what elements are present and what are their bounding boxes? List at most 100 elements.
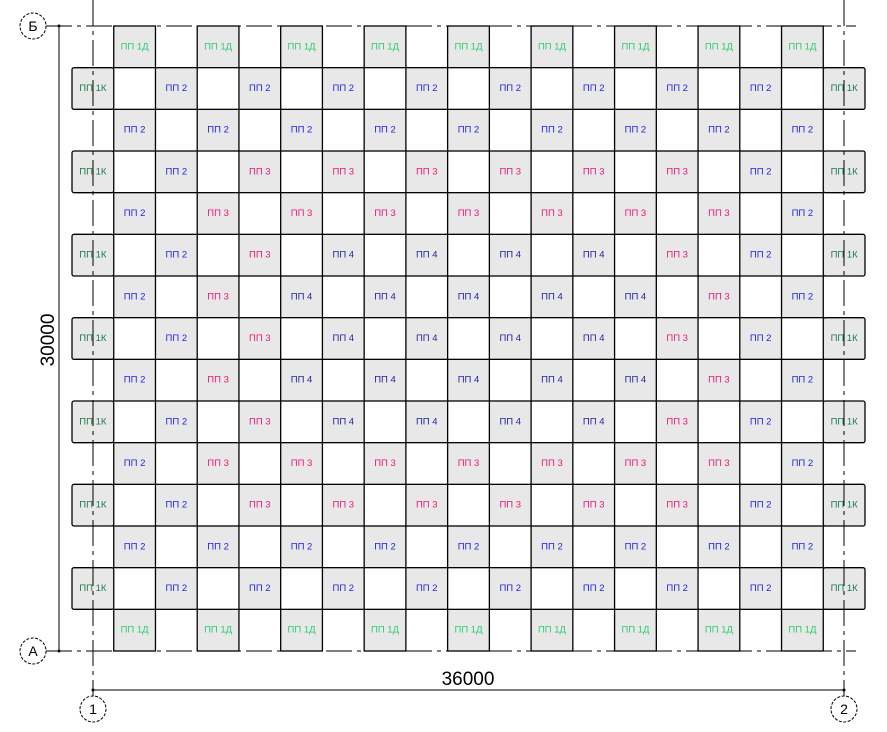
slab-panel-rect xyxy=(363,275,407,319)
slab-panel-rect xyxy=(530,25,574,69)
slab-panel: ПП 2 xyxy=(280,108,324,152)
slab-panel-label: ПП 1Д xyxy=(121,625,150,636)
slab-panel-label: ПП 4 xyxy=(499,416,521,427)
slab-panel: ПП 3 xyxy=(488,483,532,527)
slab-panel: ПП 3 xyxy=(697,442,741,485)
slab-panel-label: ПП 2 xyxy=(166,166,188,177)
slab-panel-rect xyxy=(280,108,324,152)
slab-panel-label: ПП 4 xyxy=(416,250,438,261)
slab-panel-label: ПП 3 xyxy=(249,333,271,344)
slab-panel-rect xyxy=(280,192,324,235)
slab-panel-label: ПП 2 xyxy=(541,541,563,552)
slab-panel-label: ПП 3 xyxy=(207,458,229,469)
slab-panel-rect xyxy=(280,358,324,402)
slab-panel: ПП 1Д xyxy=(530,608,574,652)
slab-panel-label: ПП 1Д xyxy=(121,41,150,52)
slab-panel-label: ПП 1Д xyxy=(538,625,567,636)
dimension-tick xyxy=(57,649,61,653)
slab-panel: ПП 2 xyxy=(238,567,282,610)
slab-panel-label: ПП 4 xyxy=(541,291,563,302)
slab-panel-label: ПП 3 xyxy=(374,208,396,219)
slab-panel-label: ПП 3 xyxy=(499,500,521,511)
slab-panel-rect xyxy=(363,525,407,569)
slab-panel: ПП 2 xyxy=(154,567,198,610)
dimension-tick xyxy=(842,688,846,692)
axis-bubble-1: 1 xyxy=(79,695,107,723)
slab-panel-label: ПП 2 xyxy=(666,83,688,94)
slab-panel-label: ПП 3 xyxy=(708,208,730,219)
slab-panel: ПП 2 xyxy=(363,525,407,569)
slab-panel: ПП 3 xyxy=(238,233,282,277)
dimension-tick xyxy=(91,688,95,692)
slab-panel: ПП 2 xyxy=(780,108,824,152)
slab-panel: ПП 2 xyxy=(530,525,574,569)
slab-panel-label: ПП 2 xyxy=(207,541,229,552)
slab-panel: ПП 2 xyxy=(530,108,574,152)
slab-panel: ПП 3 xyxy=(613,192,657,235)
slab-panel-label: ПП 1Д xyxy=(454,41,483,52)
slab-panel: ПП 3 xyxy=(697,275,741,319)
slab-panel: ПП 1Д xyxy=(613,25,657,69)
slab-panel: ПП 2 xyxy=(113,525,157,569)
slab-panel-label: ПП 2 xyxy=(124,458,146,469)
slab-panel-rect xyxy=(488,317,532,360)
slab-panel: ПП 3 xyxy=(655,150,699,194)
slab-panel-rect xyxy=(780,275,824,319)
slab-panel: ПП 4 xyxy=(488,400,532,444)
slab-panel-rect xyxy=(154,233,198,277)
slab-panel-label: ПП 3 xyxy=(291,208,313,219)
slab-panel-label: ПП 2 xyxy=(666,583,688,594)
slab-panel-rect xyxy=(321,67,365,110)
slab-panel: ПП 4 xyxy=(613,275,657,319)
slab-panel-rect xyxy=(113,358,157,402)
slab-panel-rect xyxy=(405,233,449,277)
slab-panel: ПП 3 xyxy=(196,442,240,485)
slab-panel: ПП 3 xyxy=(238,400,282,444)
slab-panel: ПП 2 xyxy=(655,67,699,110)
slab-panel-label: ПП 4 xyxy=(625,291,647,302)
slab-panel: ПП 1Д xyxy=(280,608,324,652)
slab-panel: ПП 2 xyxy=(113,442,157,485)
slab-panel: ПП 1Д xyxy=(446,25,491,69)
slab-panel-label: ПП 2 xyxy=(499,83,521,94)
slab-panel-label: ПП 4 xyxy=(583,333,605,344)
slab-panel-label: ПП 2 xyxy=(750,583,772,594)
slab-panel-rect xyxy=(613,358,657,402)
slab-panel: ПП 3 xyxy=(196,358,240,402)
slab-panel-rect xyxy=(405,567,449,610)
slab-panel-label: ПП 2 xyxy=(374,541,396,552)
slab-panel-rect xyxy=(780,442,824,485)
slab-panel-label: ПП 2 xyxy=(708,541,730,552)
slab-panel-rect xyxy=(780,192,824,235)
slab-panel-label: ПП 2 xyxy=(792,291,814,302)
slab-panel-rect xyxy=(572,317,616,360)
slab-panel-rect xyxy=(697,192,741,235)
slab-panel-rect xyxy=(196,608,240,652)
slab-panel-rect xyxy=(113,442,157,485)
slab-panel-rect xyxy=(405,400,449,444)
slab-panel-label: ПП 2 xyxy=(458,125,480,136)
slab-panel: ПП 2 xyxy=(446,525,491,569)
slab-panel: ПП 2 xyxy=(780,275,824,319)
slab-panel-rect xyxy=(613,608,657,652)
slab-panel-rect xyxy=(697,525,741,569)
slab-panel-rect xyxy=(196,442,240,485)
slab-panel: ПП 2 xyxy=(613,525,657,569)
slab-panel-rect xyxy=(154,67,198,110)
slab-panel: ПП 2 xyxy=(154,150,198,194)
slab-panel: ПП 4 xyxy=(572,400,616,444)
slab-panel: ПП 2 xyxy=(739,317,783,360)
slab-panel-label: ПП 3 xyxy=(332,166,354,177)
slab-panel-rect xyxy=(363,25,407,69)
slab-panel-label: ПП 4 xyxy=(583,416,605,427)
slab-panel: ПП 3 xyxy=(280,442,324,485)
slab-panel-label: ПП 3 xyxy=(708,375,730,386)
slab-panel: ПП 4 xyxy=(613,358,657,402)
slab-panel: ПП 2 xyxy=(154,400,198,444)
slab-panel-label: ПП 2 xyxy=(166,500,188,511)
slab-panel: ПП 3 xyxy=(655,483,699,527)
slab-panel: ПП 1Д xyxy=(196,25,240,69)
slab-panel: ПП 2 xyxy=(572,567,616,610)
slab-panel-label: ПП 2 xyxy=(792,375,814,386)
